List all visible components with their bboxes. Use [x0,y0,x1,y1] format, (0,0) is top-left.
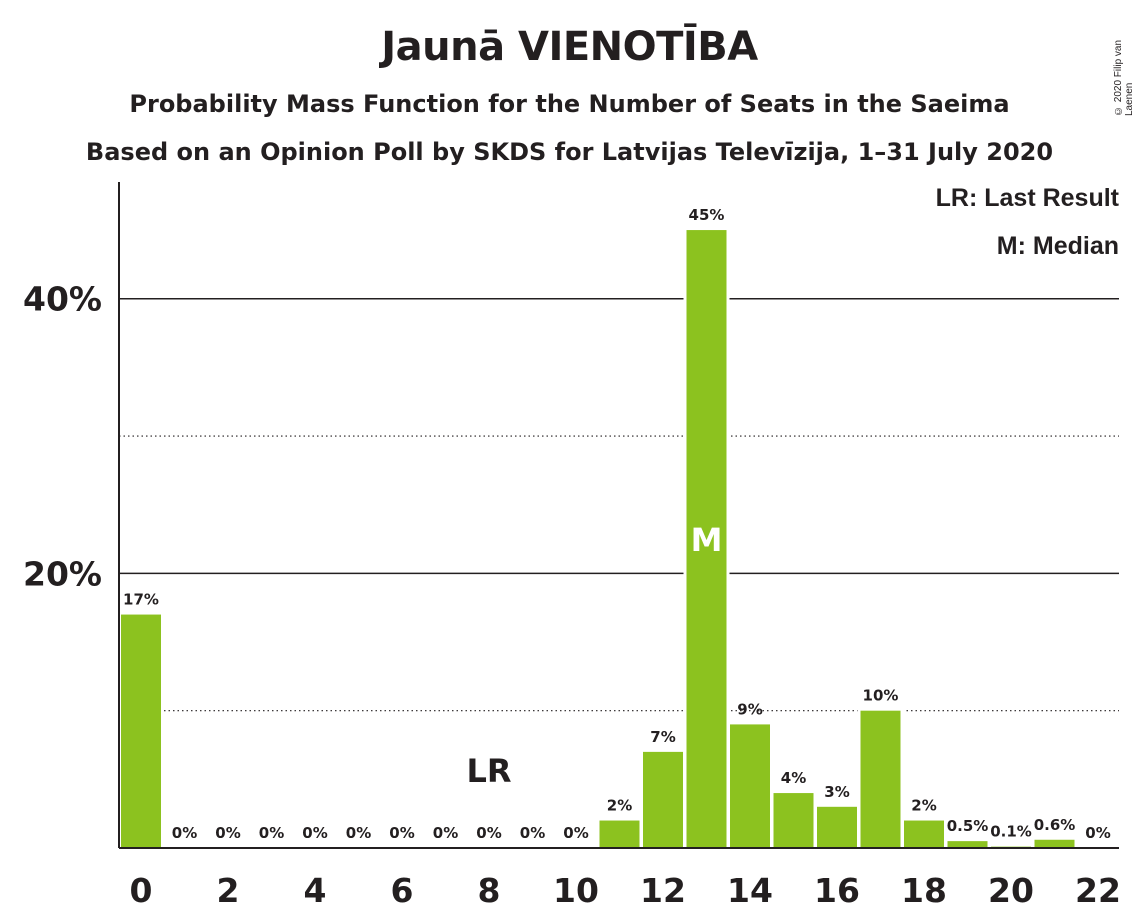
bar-halo-20 [988,843,1034,848]
bars [118,227,1078,848]
bar-label-9: 0% [520,824,545,842]
bar-label-4: 0% [302,824,327,842]
bar-label-13: 45% [689,206,725,224]
legend-median: M: Median [996,232,1119,260]
bar-12 [643,751,683,848]
bar-label-20: 0.1% [990,823,1032,841]
bar-label-10: 0% [563,824,588,842]
x-tick-0: 0 [130,871,153,910]
bar-label-15: 4% [781,769,806,787]
bar-15 [773,793,814,848]
bar-label-14: 9% [737,700,762,718]
x-tick-20: 20 [988,871,1034,910]
bar-16 [817,806,857,848]
bar-label-8: 0% [476,824,501,842]
bar-label-2: 0% [215,824,240,842]
x-tick-6: 6 [391,871,414,910]
tick-labels: 0 2 4 6 8 10 12 14 16 18 20 22 20% 40% [23,280,1121,910]
bar-label-6: 0% [389,824,414,842]
x-tick-8: 8 [478,871,501,910]
bar-label-16: 3% [824,783,849,801]
bar-label-12: 7% [650,728,675,746]
bar-label-22: 0% [1085,824,1110,842]
axes [118,182,1119,849]
x-tick-10: 10 [553,871,599,910]
bar-0 [121,614,161,848]
median-marker: M [691,521,723,559]
bar-label-18: 2% [911,797,936,815]
x-tick-22: 22 [1075,871,1121,910]
last-result-marker: LR [466,752,511,790]
chart-subtitle-source: Based on an Opinion Poll by SKDS for Lat… [85,138,1054,166]
gridlines [119,297,1119,712]
bar-13 [686,230,727,848]
markers: M LR [466,521,722,790]
x-tick-2: 2 [217,871,240,910]
bar-label-19: 0.5% [947,817,989,835]
bar-19 [947,841,988,848]
x-tick-12: 12 [640,871,686,910]
x-tick-18: 18 [901,871,947,910]
y-tick-40%: 40% [23,280,102,319]
chart-subtitle: Probability Mass Function for the Number… [129,90,1010,118]
bar-label-17: 10% [863,687,899,705]
bar-label-1: 0% [172,824,197,842]
bar-11 [599,820,640,848]
x-tick-4: 4 [304,871,327,910]
bar-label-7: 0% [433,824,458,842]
bar-18 [904,820,944,848]
bar-14 [730,724,770,848]
bar-21 [1034,839,1075,848]
bar-17 [860,710,901,848]
bar-label-11: 2% [607,797,632,815]
y-tick-20%: 20% [23,554,102,593]
bar-label-21: 0.6% [1034,816,1076,834]
bar-label-0: 17% [123,591,159,609]
x-tick-14: 14 [727,871,773,910]
bar-label-5: 0% [346,824,371,842]
chart-title: Jaunā VIENOTĪBA [381,24,758,70]
bar-label-3: 0% [259,824,284,842]
x-tick-16: 16 [814,871,860,910]
legend-last-result: LR: Last Result [935,184,1119,212]
value-labels: 17% 0% 0% 0% 0% 0% 0% 0% 0% 0% 0% 2% 7% 45% 9% 4% 3% 10% 2… [123,206,1111,842]
